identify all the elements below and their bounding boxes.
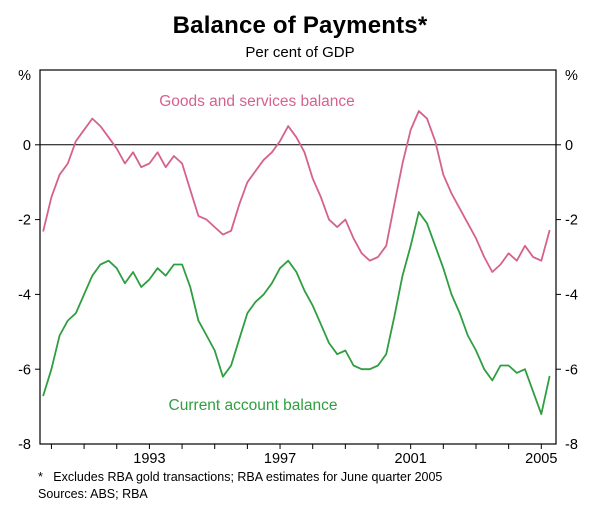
footnote: * Excludes RBA gold transactions; RBA es… [38, 470, 443, 484]
y-axis-label-left: -4 [18, 287, 31, 303]
sources-line: Sources: ABS; RBA [38, 487, 148, 501]
percent-symbol-left: % [18, 68, 31, 84]
series-label-goods-services: Goods and services balance [159, 93, 355, 110]
goods-services-line [42, 110, 551, 273]
chart-title: Balance of Payments* [172, 12, 428, 39]
current-account-line [42, 211, 551, 416]
chart-frame [39, 69, 557, 445]
chart-subtitle: Per cent of GDP [245, 44, 355, 61]
series-label-current-account: Current account balance [168, 397, 338, 414]
y-axis-label-right: -8 [565, 437, 578, 453]
y-axis-label-left: -6 [18, 362, 31, 378]
x-axis-label: 2001 [395, 451, 427, 467]
y-axis-label-left: -8 [18, 437, 31, 453]
x-axis-label: 1993 [133, 451, 165, 467]
y-axis-label-right: -6 [565, 362, 578, 378]
y-axis-label-right: -2 [565, 213, 578, 229]
y-axis-label-right: -4 [565, 287, 578, 303]
x-axis-label: 1997 [264, 451, 296, 467]
percent-symbol-right: % [565, 68, 578, 84]
y-axis-label-left: -2 [18, 213, 31, 229]
y-axis-label-left: 0 [23, 138, 31, 154]
y-axis-label-right: 0 [565, 138, 573, 154]
x-axis-label: 2005 [525, 451, 557, 467]
